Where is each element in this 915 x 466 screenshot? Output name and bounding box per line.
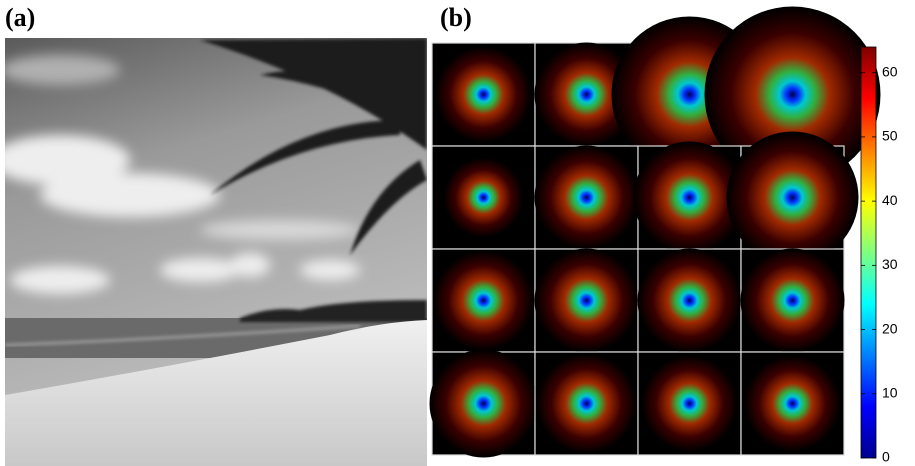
panel-label: (a) xyxy=(5,3,35,32)
tile-grid xyxy=(430,7,881,458)
tile-spot xyxy=(434,251,534,351)
figure: (a) (b) 0 10 20 30 40 50 60 xyxy=(0,0,915,466)
colorbar-tick-label: 60 xyxy=(882,63,898,79)
tile-spot xyxy=(430,350,538,458)
colorbar-tick-label: 50 xyxy=(882,128,898,144)
tile-spot xyxy=(436,47,532,143)
tile-spot xyxy=(537,354,637,454)
tile-spot xyxy=(638,249,742,353)
colorbar-tick-label: 20 xyxy=(882,320,898,336)
tile-spot xyxy=(745,356,841,452)
tile-spot xyxy=(535,146,639,250)
colorbar-tick-label: 40 xyxy=(882,192,898,208)
tile-spot xyxy=(727,132,859,264)
colorbar-tick-label: 0 xyxy=(882,449,890,465)
tile-spot xyxy=(642,356,738,452)
page: (a) (b) 0102030405060 (() => { const dat… xyxy=(0,0,915,466)
panel-label: (b) xyxy=(440,3,472,32)
tile-spot xyxy=(444,158,524,238)
tile-spot xyxy=(741,249,845,353)
colorbar-tick-label: 10 xyxy=(882,384,898,400)
tile-spot xyxy=(535,249,639,353)
colorbar-tick-label: 30 xyxy=(882,256,898,272)
beach-photo xyxy=(0,38,427,466)
colorbar xyxy=(861,47,876,458)
